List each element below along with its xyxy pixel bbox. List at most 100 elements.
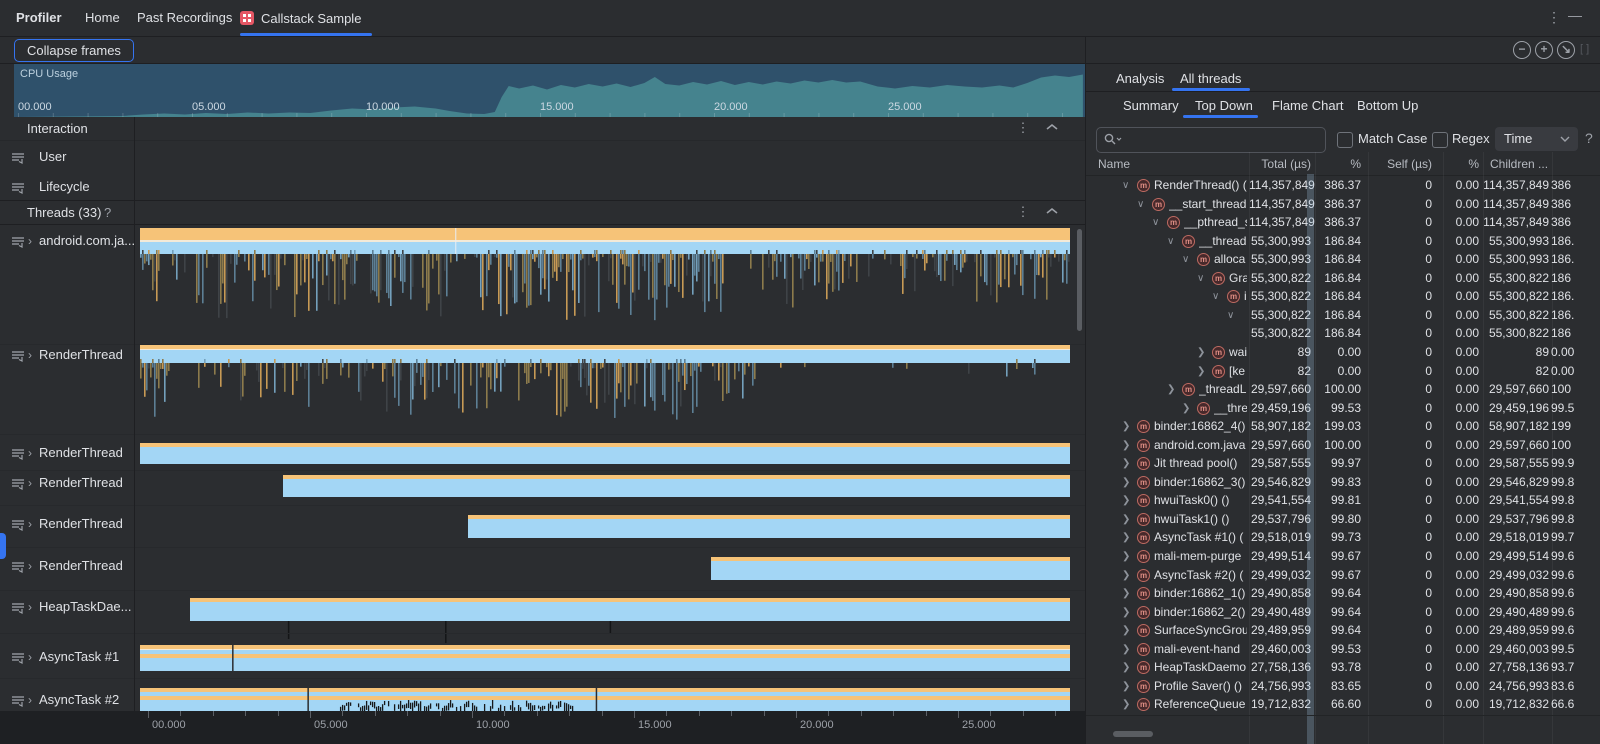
expand-node-icon[interactable]: ❯ bbox=[1122, 421, 1131, 433]
interaction-section-header[interactable]: Interaction ⋮ bbox=[0, 117, 1085, 140]
interaction-options-icon[interactable]: ⋮ bbox=[1016, 120, 1030, 135]
table-row[interactable]: ❯m__thread29,459,19699.5300.0029,459,196… bbox=[1086, 399, 1600, 418]
thread-track[interactable] bbox=[140, 645, 1070, 671]
track-options-icon[interactable] bbox=[11, 350, 25, 362]
tab-callstack-sample[interactable]: Callstack Sample bbox=[240, 0, 372, 36]
time-filter-dropdown[interactable]: Time bbox=[1495, 127, 1578, 151]
expand-chevron-icon[interactable]: › bbox=[28, 517, 32, 531]
expand-chevron-icon[interactable]: › bbox=[28, 234, 32, 248]
expand-node-icon[interactable]: ❯ bbox=[1122, 495, 1131, 507]
thread-row-3[interactable]: › RenderThread bbox=[0, 474, 135, 492]
track-options-icon[interactable] bbox=[11, 519, 25, 531]
track-options-icon[interactable] bbox=[11, 448, 25, 460]
tab-top-down[interactable]: Top Down bbox=[1195, 98, 1253, 113]
expand-node-icon[interactable]: ❯ bbox=[1122, 643, 1131, 655]
expand-node-icon[interactable]: ❯ bbox=[1182, 402, 1191, 414]
reset-zoom-icon[interactable]: ↘ bbox=[1557, 41, 1575, 59]
table-row[interactable]: ❯ m binder:16862_3() 29,546,829 99.83 0 0.00 29… bbox=[1086, 473, 1600, 492]
table-row[interactable]: ∨ m __thread 55,300,993 186.84 0 0.00 55,300,99… bbox=[1086, 232, 1600, 251]
expand-node-icon[interactable]: ❯ bbox=[1122, 532, 1131, 544]
thread-track[interactable] bbox=[140, 557, 1070, 580]
kebab-menu-icon[interactable]: ⋮ bbox=[1547, 9, 1561, 25]
threads-help-icon[interactable]: ? bbox=[104, 205, 112, 220]
expand-chevron-icon[interactable]: › bbox=[28, 693, 32, 707]
collapse-node-icon[interactable]: ∨ bbox=[1122, 180, 1130, 191]
table-row[interactable]: 55,300,822 186.84 0 0.00 55,300,822 186 bbox=[1086, 324, 1600, 343]
search-help-icon[interactable]: ? bbox=[1585, 130, 1593, 146]
cpu-usage-chart[interactable]: CPU Usage 00.000 05.000 10.000 15.000 20.000… bbox=[14, 64, 1085, 117]
tab-analysis[interactable]: Analysis bbox=[1116, 71, 1165, 86]
table-row[interactable]: ❯ m AsyncTask #2() (29,499,032 99.67 0 0.00 29… bbox=[1086, 566, 1600, 585]
collapse-node-icon[interactable]: ∨ bbox=[1212, 291, 1220, 303]
thread-track[interactable] bbox=[140, 475, 1070, 497]
table-row[interactable]: ❯ m SurfaceSyncGrou 29,489,959 99.64 0 0.00 29,… bbox=[1086, 621, 1600, 640]
table-row[interactable]: ❯ m [ke 82 0.00 0 0.00 82 0.00 bbox=[1086, 362, 1600, 381]
table-row[interactable]: ∨ m __pthread_s 114,357,849 386.37 0 0.00 114,3… bbox=[1086, 213, 1600, 232]
table-row[interactable]: ❯ m wai 89 0.00 0 0.00 89 0.00 bbox=[1086, 343, 1600, 362]
thread-track[interactable] bbox=[140, 598, 1070, 643]
menu-item-past-recordings[interactable]: Past Recordings bbox=[137, 10, 233, 25]
timeline-ruler[interactable]: 00.000 05.000 10.000 15.000 20.000 25.000 bbox=[0, 711, 1085, 744]
thread-track[interactable] bbox=[140, 688, 1070, 728]
threads-collapse-icon[interactable] bbox=[1046, 207, 1058, 215]
tab-flame-chart[interactable]: Flame Chart bbox=[1272, 98, 1344, 113]
thread-row-8[interactable]: › AsyncTask #2 bbox=[0, 691, 135, 709]
expand-chevron-icon[interactable]: › bbox=[28, 446, 32, 460]
expand-node-icon[interactable]: ❯ bbox=[1122, 625, 1131, 637]
expand-node-icon[interactable]: ❯ bbox=[1122, 439, 1131, 451]
table-row[interactable]: ❯ m mali-event-hand 29,460,003 99.53 0 0.00 29,… bbox=[1086, 640, 1600, 659]
thread-row-7[interactable]: › AsyncTask #1 bbox=[0, 648, 135, 666]
table-header[interactable]: Name Total (µs)% Self (µs)% Children ... bbox=[1086, 152, 1600, 176]
table-row[interactable]: ❯ m _threadL 29,597,660 100.00 0 0.00 29,597,66… bbox=[1086, 380, 1600, 399]
expand-node-icon[interactable]: ❯ bbox=[1122, 662, 1131, 674]
table-row[interactable]: ∨ m i 55,300,822 186.84 0 0.00 55,300,822 186. bbox=[1086, 287, 1600, 306]
tab-all-threads[interactable]: All threads bbox=[1180, 71, 1242, 86]
interaction-row-lifecycle[interactable]: Lifecycle bbox=[0, 178, 135, 196]
expand-node-icon[interactable]: ❯ bbox=[1122, 458, 1131, 470]
track-options-icon[interactable] bbox=[11, 152, 25, 164]
thread-row-2[interactable]: › RenderThread bbox=[0, 444, 135, 462]
table-row[interactable]: ❯ m ReferenceQueue 19,712,832 66.60 0 0.00 19,7… bbox=[1086, 695, 1600, 714]
table-row[interactable]: ❯ m binder:16862_1() 29,490,858 99.64 0 0.00 29… bbox=[1086, 584, 1600, 603]
table-horizontal-scrollbar[interactable] bbox=[1113, 731, 1153, 737]
expand-node-icon[interactable]: ❯ bbox=[1167, 384, 1176, 396]
expand-node-icon[interactable]: ❯ bbox=[1122, 551, 1131, 562]
thread-row-6[interactable]: › HeapTaskDae... bbox=[0, 598, 135, 616]
menu-item-home[interactable]: Home bbox=[85, 10, 120, 25]
collapse-node-icon[interactable]: ∨ bbox=[1167, 235, 1175, 247]
expand-node-icon[interactable]: ❯ bbox=[1122, 588, 1131, 600]
table-row[interactable]: ❯ m HeapTaskDaemo 27,758,136 93.78 0 0.00 27,75… bbox=[1086, 658, 1600, 677]
table-scroll-indicator[interactable] bbox=[1307, 174, 1314, 744]
column-header-1[interactable]: Total (µs) bbox=[1261, 157, 1311, 171]
collapse-node-icon[interactable]: ∨ bbox=[1137, 198, 1145, 210]
regex-checkbox[interactable] bbox=[1432, 132, 1448, 148]
expand-chevron-icon[interactable]: › bbox=[28, 476, 32, 490]
thread-track[interactable] bbox=[140, 228, 1070, 344]
threads-options-icon[interactable]: ⋮ bbox=[1016, 204, 1030, 219]
column-divider[interactable] bbox=[1443, 152, 1444, 744]
column-divider[interactable] bbox=[1315, 152, 1316, 744]
column-header-0[interactable]: Name bbox=[1098, 157, 1131, 171]
interaction-row-user[interactable]: User bbox=[0, 148, 135, 166]
interaction-collapse-icon[interactable] bbox=[1046, 123, 1058, 131]
table-row[interactable]: ∨ m __start_thread(114,357,849 386.37 0 0.00 1… bbox=[1086, 195, 1600, 214]
table-row[interactable]: ❯ m binder:16862_2() 29,490,489 99.64 0 0.00 29… bbox=[1086, 603, 1600, 622]
expand-node-icon[interactable]: ❯ bbox=[1122, 606, 1131, 618]
table-row[interactable]: ❯ m Jit thread pool() 29,587,555 99.97 0 0.00 2… bbox=[1086, 454, 1600, 473]
table-row[interactable]: ❯ m hwuiTask0() () 29,541,554 99.81 0 0.00 29,5… bbox=[1086, 491, 1600, 510]
table-row[interactable]: ❯ m Profile Saver() () 24,756,993 83.65 0 0.00… bbox=[1086, 677, 1600, 696]
collapse-node-icon[interactable]: ∨ bbox=[1227, 309, 1235, 321]
expand-chevron-icon[interactable]: › bbox=[28, 600, 32, 614]
table-row[interactable]: ❯ m binder:16862_4() 58,907,182 199.03 0 0.00 5… bbox=[1086, 417, 1600, 436]
column-divider[interactable] bbox=[1368, 152, 1369, 744]
collapse-node-icon[interactable]: ∨ bbox=[1182, 254, 1190, 266]
table-row[interactable]: ∨ m alloca 55,300,993 186.84 0 0.00 55,300,993 1… bbox=[1086, 250, 1600, 269]
track-options-icon[interactable] bbox=[11, 236, 25, 248]
table-row[interactable]: ∨ m RenderThread() (114,357,849 386.37 0 0.00… bbox=[1086, 176, 1600, 195]
thread-track[interactable] bbox=[140, 443, 1070, 464]
thread-row-4[interactable]: › RenderThread bbox=[0, 515, 135, 533]
zoom-out-icon[interactable]: − bbox=[1513, 41, 1531, 59]
track-options-icon[interactable] bbox=[11, 478, 25, 490]
expand-node-icon[interactable]: ❯ bbox=[1122, 476, 1131, 488]
track-options-icon[interactable] bbox=[11, 561, 25, 573]
